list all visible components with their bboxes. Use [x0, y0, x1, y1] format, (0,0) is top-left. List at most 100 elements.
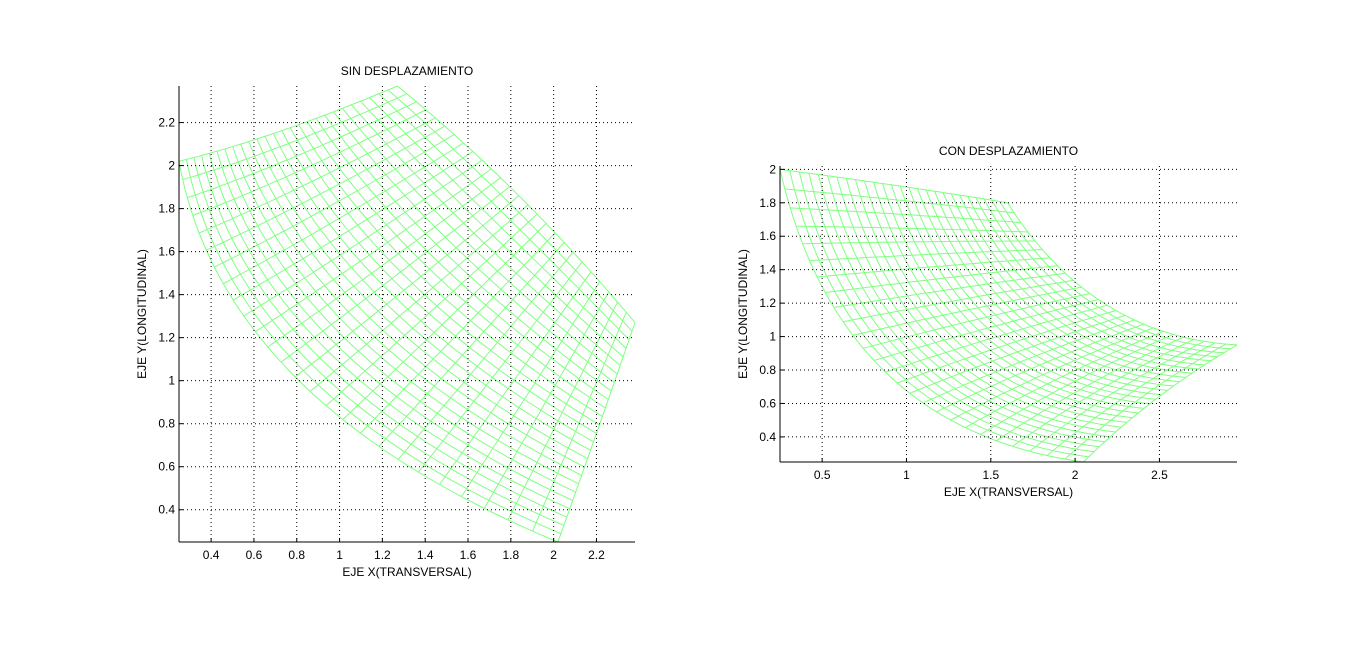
- y-tick-label: 0.6: [759, 396, 776, 410]
- mesh-line-v: [809, 249, 1043, 262]
- y-tick-labels: 0.4 0.6 0.8 1 1.2 1.4 1.6 1.8 2 2.2: [158, 116, 175, 517]
- mesh-line-v: [897, 310, 1117, 384]
- mesh-line-v: [909, 314, 1126, 394]
- mesh-line-v: [802, 240, 1035, 245]
- chart-title: CON DESPLAZAMIENTO: [939, 144, 1078, 158]
- y-tick-labels: 0.4 0.6 0.8 1 1.2 1.4 1.6 1.8 2: [759, 162, 776, 444]
- mesh-line-v: [996, 336, 1184, 442]
- mesh-line-v: [1012, 338, 1195, 447]
- mesh-line-v: [360, 232, 556, 434]
- x-tick-label: 0.6: [246, 548, 263, 562]
- x-tick-label: 1: [336, 548, 343, 562]
- y-tick-label: 1.2: [158, 331, 175, 345]
- x-tick-label: 1: [903, 468, 910, 482]
- y-tick-label: 1.6: [158, 245, 175, 259]
- mesh-line-v: [192, 109, 427, 216]
- mesh-line-v: [439, 271, 592, 485]
- y-axis-label: EJE Y(LONGITUDINAL): [736, 249, 750, 379]
- y-tick-label: 1.6: [759, 229, 776, 243]
- mesh-line-v: [885, 304, 1108, 373]
- y-tick-label: 1.2: [759, 296, 776, 310]
- mesh-line-v: [779, 168, 1008, 204]
- x-tick-label: 2.2: [588, 548, 605, 562]
- mesh-surface: [178, 85, 636, 543]
- x-tick-label: 1.2: [374, 548, 391, 562]
- x-tick-label: 0.5: [814, 468, 831, 482]
- mesh-line-v: [1083, 344, 1238, 463]
- mesh-line-v: [843, 279, 1074, 323]
- mesh-line-v: [1029, 340, 1205, 452]
- x-tick-label: 2: [550, 548, 557, 562]
- mesh-line-v: [214, 134, 455, 268]
- mesh-line-v: [980, 333, 1174, 435]
- x-tick-label: 2.5: [1151, 468, 1168, 482]
- x-axis-label: EJE X(TRANSVERSAL): [342, 565, 471, 579]
- mesh-line-v: [198, 117, 436, 234]
- mesh-line-v: [790, 207, 1022, 224]
- mesh-line-v: [936, 323, 1145, 413]
- x-tick-label: 0.8: [288, 548, 305, 562]
- mesh-line-v: [532, 312, 627, 532]
- grid-lines: [179, 86, 635, 542]
- mesh-line-v: [483, 291, 610, 509]
- y-tick-label: 1: [769, 330, 776, 344]
- y-tick-label: 1.4: [158, 288, 175, 302]
- mesh-line-v: [309, 204, 529, 392]
- y-tick-label: 0.8: [158, 417, 175, 431]
- mesh-line-v: [557, 322, 636, 543]
- axes-frame: [779, 166, 1237, 463]
- mesh-line-v: [206, 125, 445, 251]
- mesh-line-v: [232, 151, 474, 301]
- mesh-line-v: [461, 281, 601, 497]
- x-tick-label: 1.8: [502, 548, 519, 562]
- chart-con-desplazamiento: 0.5 1 1.5 2 2.5 0.4 0.6 0.8 1 1.2 1.4 1.6 1.8 2 CON …: [736, 144, 1238, 499]
- x-tick-label: 0.4: [203, 548, 220, 562]
- mesh-line-v: [873, 299, 1099, 361]
- mesh-line-v: [294, 195, 520, 378]
- x-axis-label: EJE X(TRANSVERSAL): [944, 485, 1073, 499]
- y-tick-label: 1: [168, 374, 175, 388]
- y-tick-label: 2: [769, 162, 776, 176]
- y-tick-label: 0.4: [158, 503, 175, 517]
- y-tick-label: 0.4: [759, 430, 776, 444]
- y-axis-label: EJE Y(LONGITUDINAL): [135, 249, 149, 379]
- axes-frame: [178, 86, 635, 543]
- mesh-line-v: [796, 225, 1028, 233]
- y-tick-label: 2: [168, 159, 175, 173]
- y-tick-label: 2.2: [158, 116, 175, 130]
- mesh-line-v: [325, 213, 538, 406]
- mesh-line-v: [833, 272, 1066, 308]
- mesh-line-v: [1064, 343, 1227, 460]
- mesh-line-v: [965, 330, 1164, 429]
- mesh-line-v: [178, 85, 398, 162]
- mesh-line-v: [852, 286, 1082, 336]
- mesh-line-v: [187, 101, 417, 199]
- mesh-line-v: [784, 188, 1015, 214]
- mesh-line-v: [922, 319, 1135, 404]
- x-tick-labels: 0.4 0.6 0.8 1 1.2 1.4 1.6 1.8 2 2.2: [203, 548, 605, 562]
- y-tick-label: 0.6: [158, 460, 175, 474]
- y-tick-label: 1.4: [759, 263, 776, 277]
- mesh-line-v: [223, 142, 464, 285]
- x-tick-label: 2: [1072, 468, 1079, 482]
- mesh-line-v: [255, 168, 492, 333]
- mesh-line-v: [507, 301, 618, 521]
- chart-sin-desplazamiento: 0.4 0.6 0.8 1 1.2 1.4 1.6 1.8 2 2.2 0.4 0.6 0.8 1 1.2…: [135, 64, 636, 579]
- grid-lines: [780, 166, 1237, 462]
- x-tick-label: 1.6: [460, 548, 477, 562]
- mesh-surface: [779, 168, 1238, 463]
- x-tick-label: 1.5: [982, 468, 999, 482]
- mesh-line-v: [862, 293, 1091, 349]
- mesh-line-v: [817, 257, 1050, 278]
- y-tick-label: 1.8: [158, 202, 175, 216]
- mesh-line-v: [280, 186, 511, 363]
- mesh-line-v: [182, 93, 408, 181]
- x-tick-label: 1.4: [417, 548, 434, 562]
- chart-title: SIN DESPLAZAMIENTO: [341, 64, 473, 78]
- mesh-line-v: [243, 159, 483, 317]
- y-tick-label: 1.8: [759, 196, 776, 210]
- x-tick-labels: 0.5 1 1.5 2 2.5: [814, 468, 1168, 482]
- y-tick-label: 0.8: [759, 363, 776, 377]
- mesh-line-v: [950, 327, 1154, 421]
